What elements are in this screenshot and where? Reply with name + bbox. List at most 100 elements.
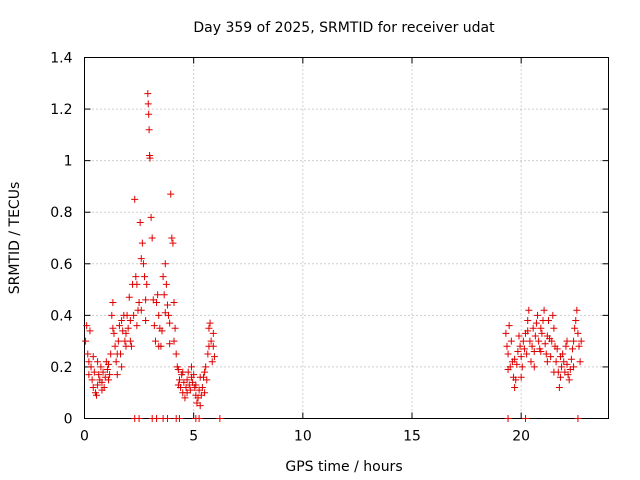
data-point	[179, 368, 187, 376]
data-point	[195, 415, 203, 422]
data-point	[207, 337, 215, 345]
data-point	[89, 353, 97, 361]
data-point	[114, 337, 122, 345]
data-point	[160, 291, 168, 299]
data-point	[503, 342, 511, 350]
data-point	[145, 126, 153, 134]
data-point	[93, 391, 101, 399]
data-point	[568, 345, 576, 353]
data-point	[97, 363, 105, 371]
data-point	[172, 350, 180, 358]
data-point	[550, 324, 558, 332]
data-point	[524, 317, 532, 325]
data-point	[524, 327, 532, 335]
data-point	[113, 350, 121, 358]
data-point	[181, 394, 189, 402]
data-point	[151, 337, 159, 345]
data-point	[174, 381, 182, 389]
data-point	[144, 90, 152, 98]
data-point	[574, 329, 582, 337]
data-point	[144, 100, 152, 108]
data-point	[516, 342, 524, 350]
data-point	[169, 239, 177, 247]
data-point	[175, 376, 183, 384]
data-point	[553, 345, 561, 353]
data-point	[137, 255, 145, 263]
y-tick-label: 1	[64, 154, 73, 170]
y-axis-label: SRMTID / TECUs	[7, 182, 23, 295]
data-point	[153, 415, 161, 422]
data-point	[204, 350, 212, 358]
data-point	[166, 340, 174, 348]
data-point	[571, 324, 579, 332]
data-point	[563, 337, 571, 345]
data-point	[170, 337, 178, 345]
data-point	[550, 368, 558, 376]
data-point	[105, 360, 113, 368]
data-point	[155, 342, 163, 350]
data-point	[161, 260, 169, 268]
data-point	[532, 319, 540, 327]
y-tick-label: 1.2	[50, 102, 72, 118]
data-point	[171, 324, 179, 332]
data-point	[515, 332, 523, 340]
data-point	[540, 306, 548, 314]
data-point	[520, 345, 528, 353]
data-point	[537, 347, 545, 355]
data-point	[137, 306, 145, 314]
y-tick-label: 0.6	[50, 257, 72, 273]
data-point	[517, 353, 525, 361]
data-point	[514, 347, 522, 355]
data-point	[94, 381, 102, 389]
data-point	[210, 353, 218, 361]
data-point	[576, 358, 584, 366]
data-point	[556, 373, 564, 381]
data-point	[86, 327, 94, 335]
data-point	[138, 239, 146, 247]
data-point	[530, 363, 538, 371]
data-point	[133, 322, 141, 330]
data-point	[94, 358, 102, 366]
axis-ticks	[84, 57, 609, 419]
y-tick-label: 0.2	[50, 360, 72, 376]
data-point	[202, 363, 210, 371]
chart-title: Day 359 of 2025, SRMTID for receiver uda…	[193, 20, 495, 36]
data-point	[90, 368, 98, 376]
data-point	[109, 324, 117, 332]
data-point	[534, 311, 542, 319]
x-tick-label: 5	[189, 429, 198, 445]
data-point	[126, 317, 134, 325]
data-point	[139, 260, 147, 268]
data-point	[526, 337, 534, 345]
data-point	[547, 353, 555, 361]
data-point	[84, 350, 92, 358]
data-point	[531, 332, 539, 340]
y-tick-label: 0	[64, 412, 73, 428]
data-point	[106, 371, 114, 379]
data-point	[107, 350, 115, 358]
data-point	[505, 322, 513, 330]
data-point	[167, 190, 175, 198]
data-point	[196, 373, 204, 381]
y-tick-label: 1.4	[50, 51, 72, 67]
data-point	[133, 280, 141, 288]
data-point	[135, 298, 143, 306]
data-point	[174, 366, 182, 374]
data-point	[201, 389, 209, 397]
data-point	[85, 371, 93, 379]
data-point	[517, 373, 525, 381]
data-point	[187, 363, 195, 371]
data-point	[542, 350, 550, 358]
data-point	[110, 329, 118, 337]
data-point	[555, 384, 563, 392]
data-point	[154, 291, 162, 299]
data-point	[124, 324, 132, 332]
data-point	[105, 376, 113, 384]
data-point	[512, 376, 520, 384]
data-point	[523, 350, 531, 358]
data-point	[183, 376, 191, 384]
data-point	[158, 327, 166, 335]
data-point	[87, 363, 95, 371]
data-point	[205, 342, 213, 350]
